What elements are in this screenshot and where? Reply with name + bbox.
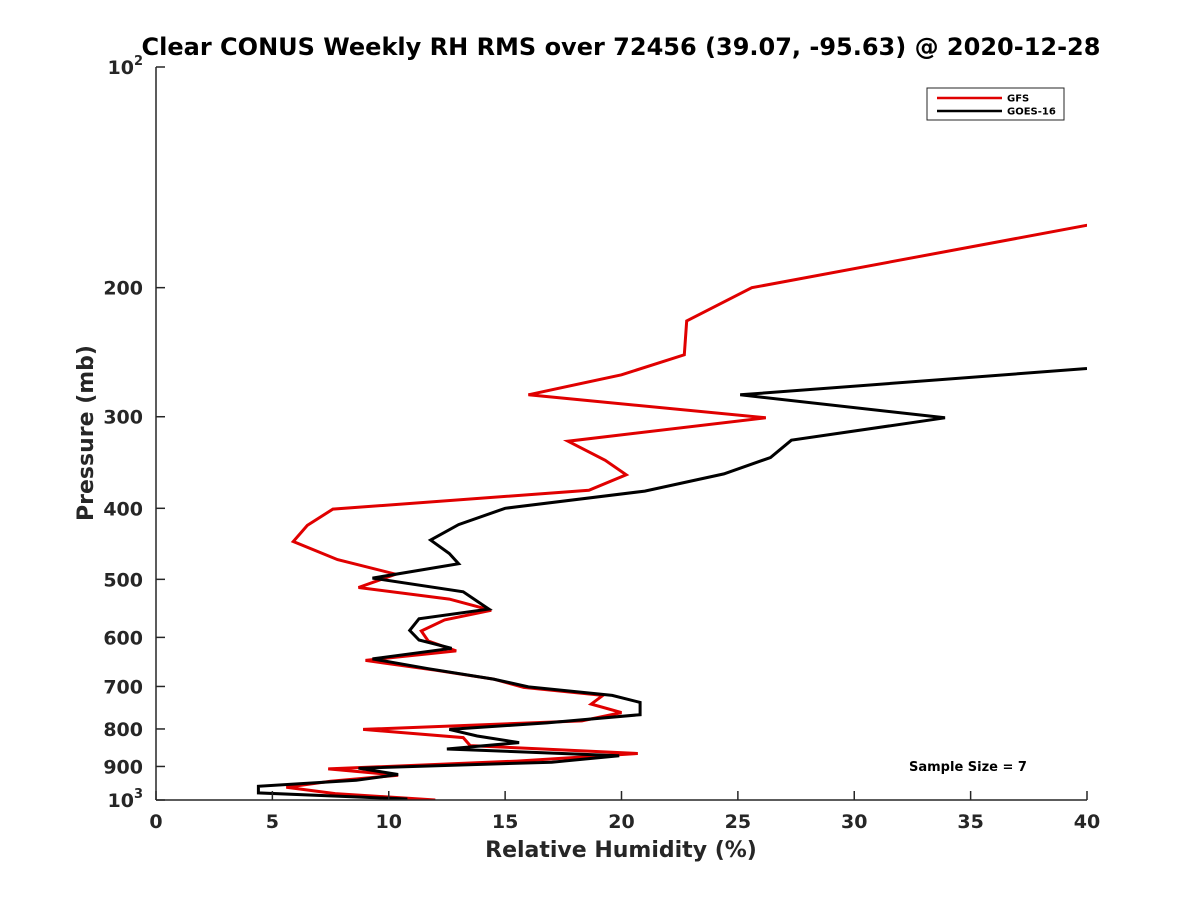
x-tick-label: 10 (376, 811, 402, 833)
y-tick-label: 600 (103, 627, 143, 649)
y-tick-label: 700 (103, 676, 143, 698)
y-tick-label: 500 (103, 569, 143, 591)
x-tick-label: 40 (1074, 811, 1100, 833)
plot-lines (256, 223, 1087, 800)
x-tick-label: 15 (492, 811, 518, 833)
x-axis-label: Relative Humidity (%) (485, 838, 757, 863)
legend-label-goes16: GOES-16 (1007, 107, 1056, 118)
x-tick-label: 20 (608, 811, 634, 833)
y-tick-label: 400 (103, 498, 143, 520)
y-tick-label: 103 (108, 787, 144, 812)
legend-label-gfs: GFS (1007, 94, 1029, 105)
y-ticks: 102 200 300 400 500 600 700 800 900 103 (103, 54, 165, 812)
chart-title: Clear CONUS Weekly RH RMS over 72456 (39… (142, 33, 1101, 61)
legend: GFS GOES-16 (926, 87, 1065, 121)
y-tick-label: 102 (108, 54, 144, 79)
x-tick-label: 5 (266, 811, 279, 833)
y-axis-label: Pressure (mb) (74, 345, 99, 521)
x-ticks: 0 5 10 15 20 25 30 35 40 (149, 791, 1100, 833)
x-tick-label: 0 (149, 811, 162, 833)
y-tick-label: 800 (103, 719, 143, 741)
series-line-gfs (286, 223, 1087, 800)
x-tick-label: 35 (957, 811, 983, 833)
y-tick-label: 200 (103, 278, 143, 300)
x-tick-label: 25 (725, 811, 751, 833)
legend-box (926, 87, 1065, 121)
series-line-goes16 (256, 367, 1087, 800)
x-tick-label: 30 (841, 811, 867, 833)
y-tick-label: 300 (103, 407, 143, 429)
sample-size-annotation: Sample Size = 7 (909, 760, 1027, 775)
y-tick-label: 900 (103, 756, 143, 778)
